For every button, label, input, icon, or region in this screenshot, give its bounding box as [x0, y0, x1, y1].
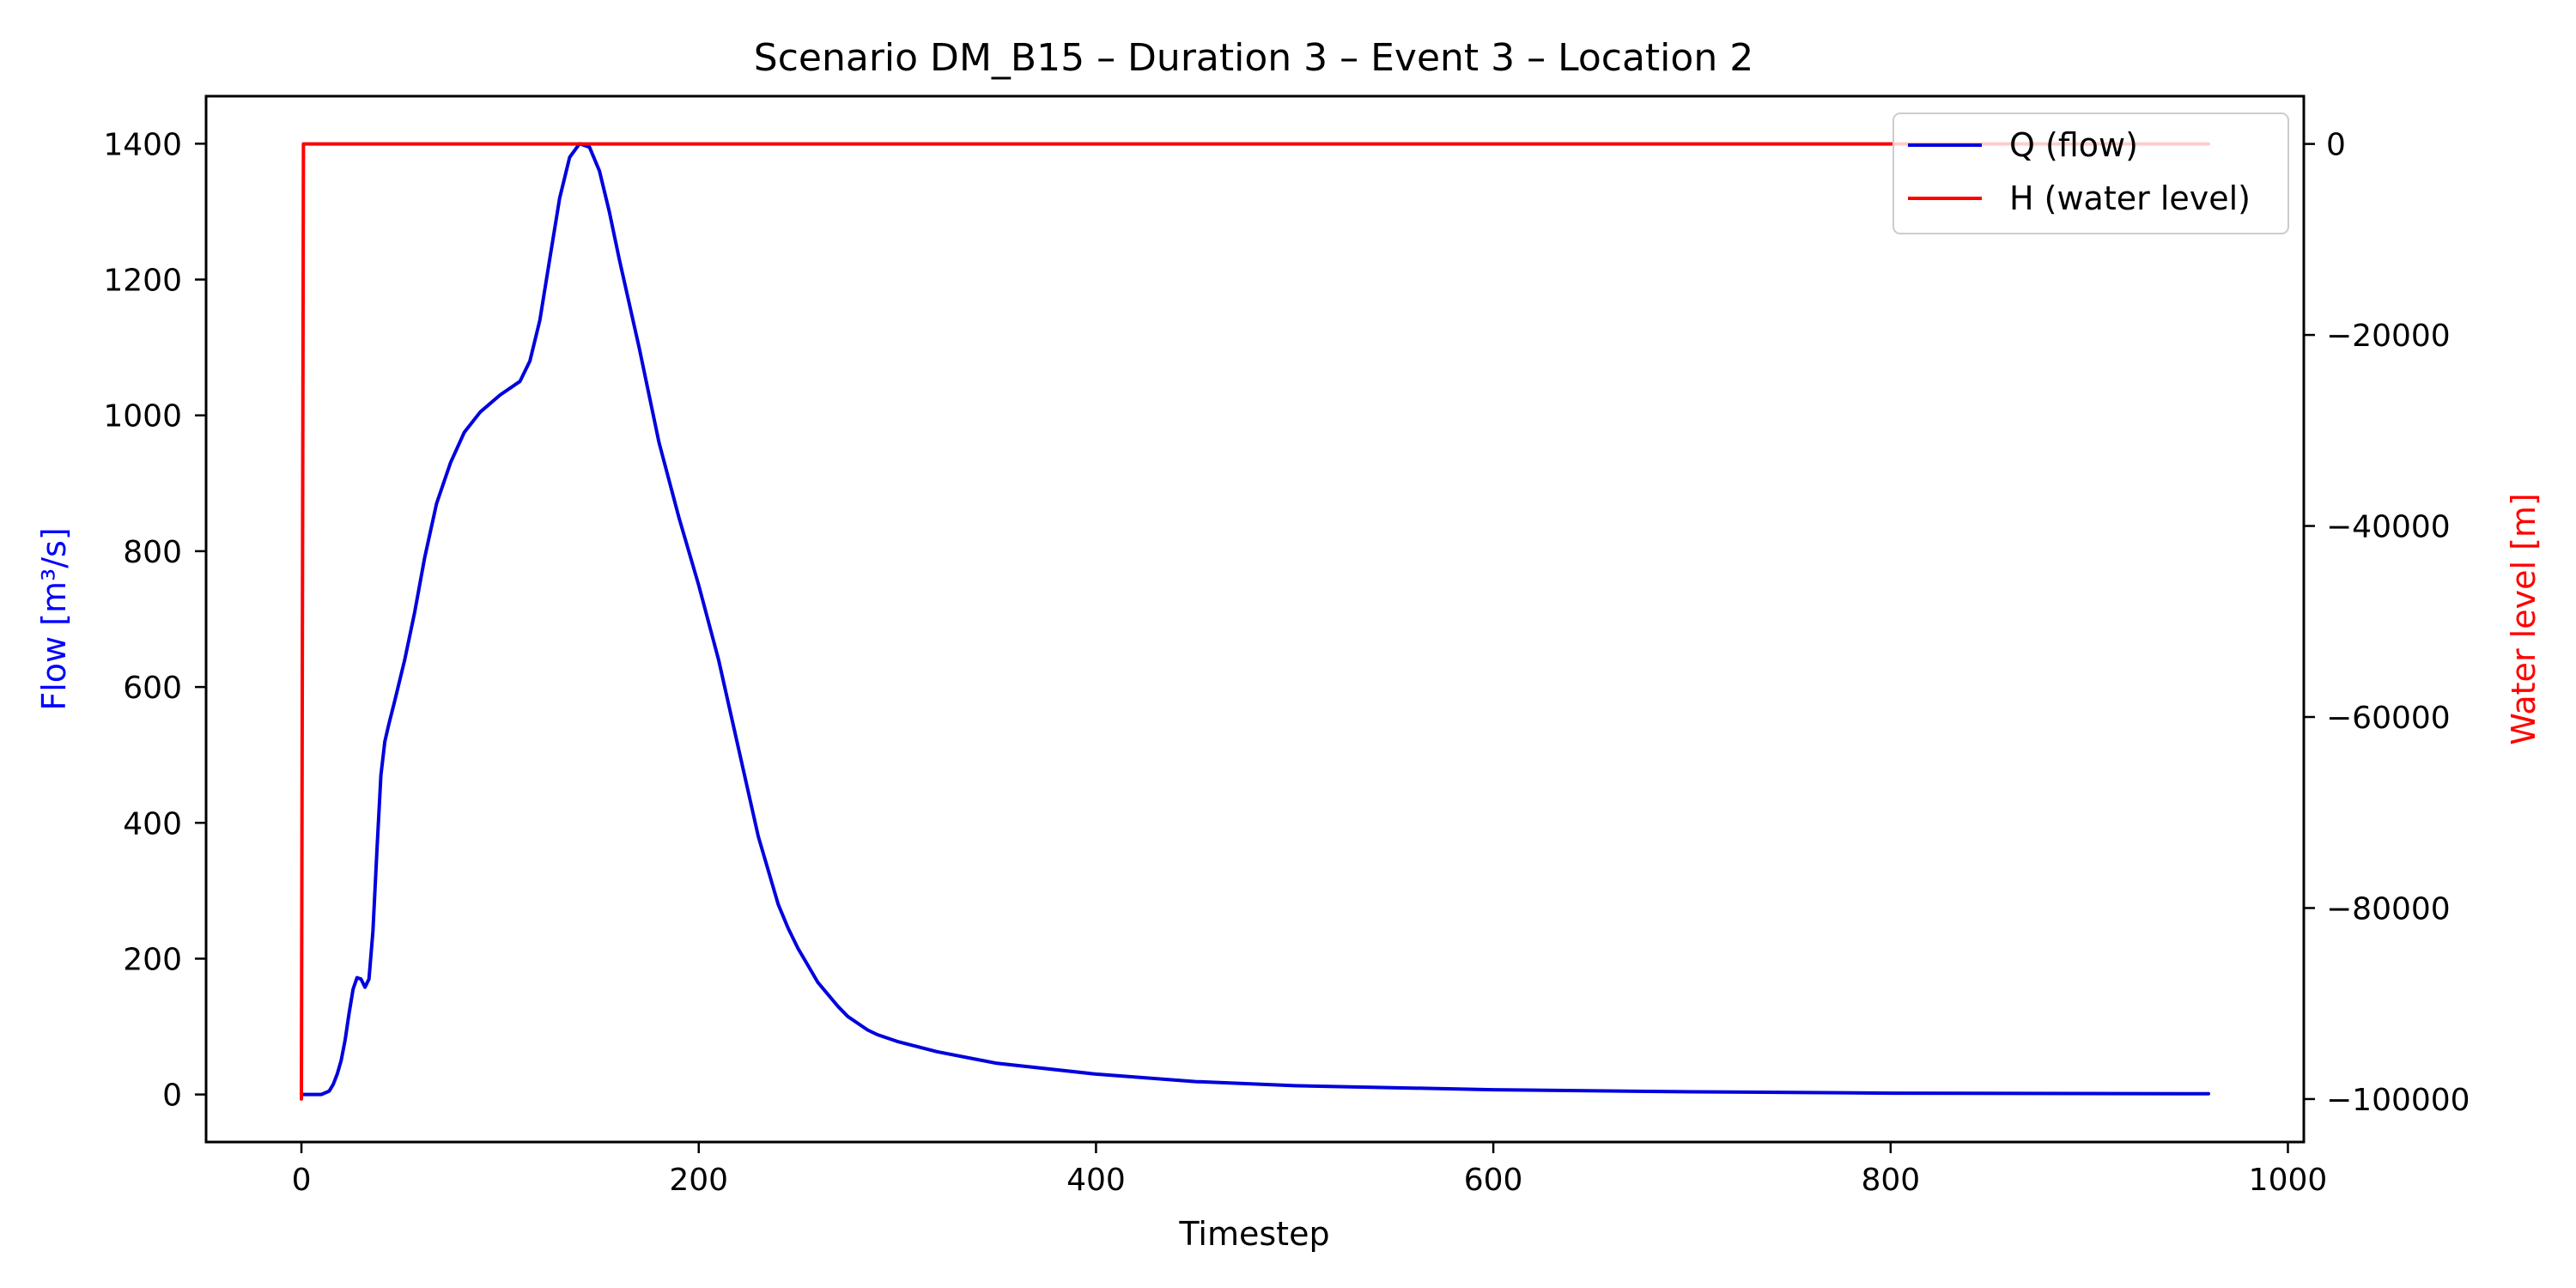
- y-left-tick-label: 1000: [103, 399, 182, 434]
- y-left-tick-label: 800: [123, 535, 182, 570]
- legend-label-flow: Q (flow): [2009, 126, 2138, 164]
- y-right-tick-label: −80000: [2326, 891, 2451, 927]
- x-axis-label: Timestep: [1178, 1215, 1329, 1253]
- x-tick-label: 600: [1464, 1163, 1523, 1198]
- x-axis-ticks: 0 200 400 600 800 1000: [292, 1142, 2328, 1198]
- y-right-tick-label: −60000: [2326, 701, 2451, 736]
- y-right-tick-label: 0: [2326, 128, 2346, 163]
- y-right-tick-label: −20000: [2326, 319, 2451, 354]
- y-left-tick-label: 400: [123, 806, 182, 841]
- plot-frame: [204, 94, 2306, 1144]
- x-tick-label: 400: [1066, 1163, 1126, 1198]
- y-left-tick-label: 1200: [103, 264, 182, 299]
- y-left-tick-label: 0: [162, 1078, 182, 1114]
- legend-box: [1893, 112, 2289, 234]
- y-right-tick-label: −40000: [2326, 510, 2451, 545]
- series-line-flow: [300, 142, 2210, 1097]
- y-left-tick-label: 600: [123, 671, 182, 706]
- x-tick-label: 800: [1861, 1163, 1920, 1198]
- y-right-tick-label: −100000: [2326, 1083, 2470, 1118]
- x-tick-label: 200: [669, 1163, 728, 1198]
- series-line-water-level: [300, 142, 2210, 1101]
- y-axis-right-ticks: 0 −20000 −40000 −60000 −80000 −100000: [2304, 128, 2470, 1118]
- y-axis-right-label: Water level [m]: [2505, 493, 2543, 745]
- y-axis-left-label: Flow [m³/s]: [35, 527, 73, 710]
- y-left-tick-label: 1400: [103, 127, 182, 162]
- y-axis-left-ticks: 0 200 400 600 800 1000 1200 1400: [103, 127, 206, 1114]
- x-tick-label: 0: [292, 1163, 312, 1198]
- y-left-tick-label: 200: [123, 942, 182, 977]
- x-tick-label: 1000: [2249, 1163, 2328, 1198]
- legend: Q (flow) H (water level): [1893, 112, 2289, 234]
- series-layer: [300, 142, 2210, 1101]
- chart-title: Scenario DM_B15 – Duration 3 – Event 3 –…: [754, 36, 1753, 80]
- legend-label-level: H (water level): [2009, 179, 2251, 217]
